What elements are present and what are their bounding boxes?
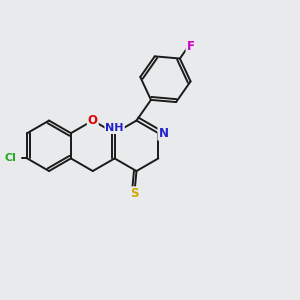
- Text: NH: NH: [105, 123, 124, 133]
- Text: F: F: [187, 40, 194, 53]
- Text: O: O: [88, 114, 98, 127]
- Text: S: S: [130, 187, 139, 200]
- Text: N: N: [158, 127, 168, 140]
- Text: Cl: Cl: [4, 153, 16, 164]
